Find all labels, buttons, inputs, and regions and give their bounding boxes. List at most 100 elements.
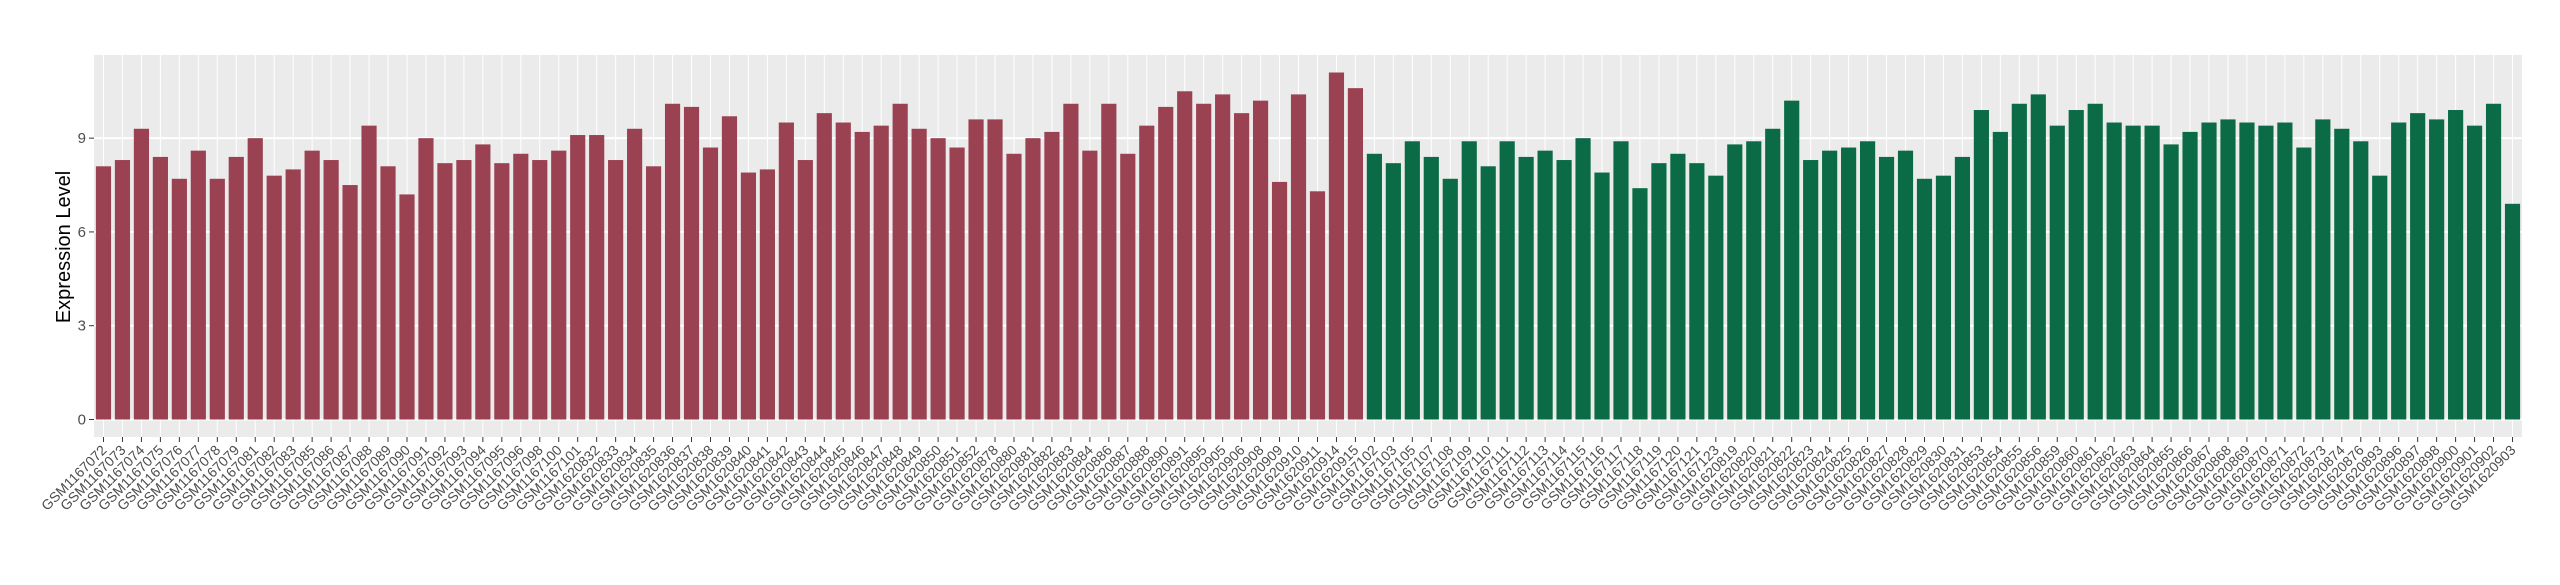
bar bbox=[152, 156, 168, 420]
bar bbox=[494, 163, 510, 420]
bar bbox=[2068, 110, 2084, 420]
bar bbox=[1878, 156, 1895, 420]
bar bbox=[1499, 141, 1515, 420]
bar bbox=[380, 166, 396, 420]
bar bbox=[1822, 150, 1838, 420]
bar bbox=[2410, 113, 2426, 420]
bar bbox=[95, 166, 112, 420]
bar bbox=[1480, 166, 1496, 420]
bar bbox=[759, 169, 775, 420]
bar bbox=[1006, 153, 1022, 420]
bar bbox=[2049, 125, 2065, 420]
bar bbox=[892, 103, 908, 420]
bar bbox=[1916, 178, 1933, 420]
bar bbox=[1196, 103, 1212, 420]
bar bbox=[1575, 138, 1591, 420]
y-tick-label: 9 bbox=[78, 130, 86, 147]
bar bbox=[930, 138, 946, 420]
bar bbox=[209, 178, 225, 420]
bar bbox=[854, 131, 870, 420]
bar bbox=[2296, 147, 2312, 420]
bar bbox=[778, 122, 794, 420]
bar bbox=[1271, 181, 1288, 420]
bar bbox=[627, 128, 643, 420]
bar bbox=[1594, 172, 1610, 420]
bar bbox=[1727, 144, 1743, 420]
bar bbox=[2144, 125, 2160, 420]
bar bbox=[1347, 88, 1364, 420]
bar bbox=[2485, 103, 2502, 420]
bar bbox=[2372, 175, 2388, 420]
bar bbox=[2448, 110, 2464, 420]
bar bbox=[342, 185, 358, 420]
bar bbox=[399, 194, 415, 420]
bar bbox=[171, 178, 187, 420]
bar bbox=[2334, 128, 2350, 420]
bar bbox=[1841, 147, 1857, 420]
bar bbox=[1385, 163, 1401, 420]
bar bbox=[1935, 175, 1952, 420]
bar bbox=[2106, 122, 2122, 420]
bar bbox=[1859, 141, 1876, 420]
bar bbox=[835, 122, 851, 420]
bar bbox=[608, 160, 624, 420]
bar bbox=[1518, 156, 1534, 420]
bar bbox=[1177, 91, 1193, 420]
bar bbox=[1234, 113, 1250, 420]
bar bbox=[456, 160, 472, 420]
bar bbox=[1632, 188, 1648, 420]
bar bbox=[968, 119, 984, 420]
bar bbox=[304, 150, 320, 420]
bar bbox=[1215, 94, 1231, 420]
bar bbox=[1954, 156, 1971, 420]
bar bbox=[1556, 160, 1572, 420]
bar bbox=[1651, 163, 1667, 420]
bar bbox=[1442, 178, 1458, 420]
bar bbox=[816, 113, 832, 420]
bar bbox=[532, 160, 548, 420]
bar bbox=[1992, 131, 2008, 420]
bar bbox=[2315, 119, 2331, 420]
bar bbox=[2391, 122, 2407, 420]
bar bbox=[2087, 103, 2103, 420]
bar bbox=[1689, 163, 1705, 420]
bar bbox=[2030, 94, 2046, 420]
bar bbox=[740, 172, 757, 420]
bar bbox=[797, 160, 813, 420]
bar bbox=[285, 169, 301, 420]
bar bbox=[2163, 144, 2179, 420]
bar bbox=[1423, 156, 1439, 420]
bar bbox=[2011, 103, 2027, 420]
bar bbox=[1746, 141, 1762, 420]
bar bbox=[190, 150, 206, 420]
bar bbox=[266, 175, 282, 420]
bar bbox=[2277, 122, 2293, 420]
bar bbox=[702, 147, 719, 420]
bar bbox=[949, 147, 965, 420]
bar bbox=[1461, 141, 1477, 420]
bar bbox=[551, 150, 567, 420]
bar bbox=[475, 144, 491, 420]
bar bbox=[1158, 106, 1174, 420]
bar bbox=[1537, 150, 1553, 420]
bar bbox=[2429, 119, 2445, 420]
bar bbox=[437, 163, 453, 420]
bar bbox=[247, 138, 263, 420]
bar bbox=[2504, 203, 2521, 420]
bar bbox=[1404, 141, 1420, 420]
bar bbox=[1613, 141, 1629, 420]
bar bbox=[228, 156, 244, 420]
bar bbox=[645, 166, 662, 420]
bar bbox=[513, 153, 529, 420]
bar bbox=[1765, 128, 1781, 420]
bar bbox=[1063, 103, 1079, 420]
bar bbox=[1309, 191, 1326, 420]
bar bbox=[2353, 141, 2369, 420]
bar bbox=[911, 128, 927, 420]
bar bbox=[1670, 153, 1686, 420]
bar bbox=[2258, 125, 2274, 420]
bar bbox=[1044, 131, 1060, 420]
y-tick-label: 0 bbox=[78, 411, 86, 428]
bar bbox=[1784, 100, 1800, 420]
bar bbox=[589, 135, 605, 420]
